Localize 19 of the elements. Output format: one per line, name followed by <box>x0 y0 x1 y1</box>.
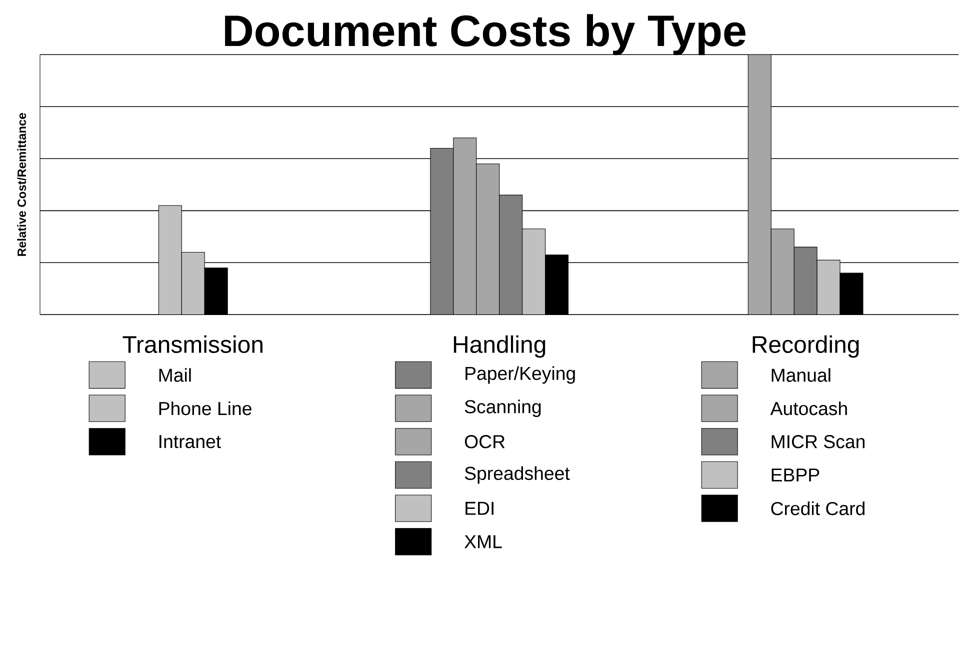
x-tick-label: Handling <box>454 335 546 358</box>
legend-label: OCR <box>464 435 505 448</box>
legend-label: EDI <box>466 502 494 515</box>
legend-label: Autocash <box>770 401 847 416</box>
chart-title: Document Costs by Type <box>225 14 746 56</box>
legend-label: Mail <box>159 368 191 382</box>
legend-label: XML <box>464 535 502 548</box>
legend-label: Credit Card <box>771 501 864 516</box>
x-tick-label: Transmission <box>122 335 262 353</box>
y-axis-title: Relative Cost/Remittance <box>17 113 26 256</box>
legend-label: Paper/Keying <box>466 366 575 384</box>
legend-label: Manual <box>772 368 830 382</box>
legend-label: Phone Line <box>159 401 252 416</box>
legend-label: Scanning <box>464 400 541 418</box>
legend-label: MICR Scan <box>772 435 864 448</box>
legend-label: EBPP <box>772 468 820 482</box>
legend-label: Intranet <box>160 435 221 448</box>
x-tick-label: Recording <box>752 335 859 358</box>
legend-label: Spreadsheet <box>464 466 570 484</box>
